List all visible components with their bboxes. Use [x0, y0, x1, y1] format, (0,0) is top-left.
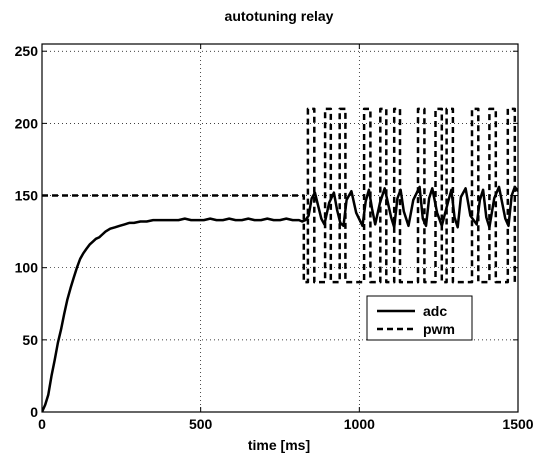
x-tick-label: 1000	[344, 416, 375, 432]
series-layer	[42, 107, 518, 412]
x-tick-label: 0	[38, 416, 46, 432]
y-tick-label: 200	[15, 115, 39, 131]
series-pwm-line	[42, 107, 518, 284]
legend-pwm-label: pwm	[423, 321, 455, 337]
y-tick-label: 100	[15, 260, 39, 276]
legend: adc pwm	[366, 295, 473, 341]
x-tick-label: 1500	[502, 416, 533, 432]
legend-adc-label: adc	[423, 303, 447, 319]
series-adc-line	[42, 185, 518, 412]
axis-ticks: 0 500 1000 1500 0 50 100 150 200 250	[15, 43, 534, 432]
y-tick-label: 150	[15, 188, 39, 204]
y-tick-label: 50	[22, 332, 38, 348]
x-axis-label: time [ms]	[248, 437, 310, 453]
plot-frame	[41, 43, 519, 413]
legend-box	[366, 295, 473, 341]
y-tick-label: 250	[15, 43, 39, 59]
x-tick-label: 500	[189, 416, 213, 432]
y-tick-label: 0	[30, 404, 38, 420]
chart-title: autotuning relay	[225, 8, 334, 24]
